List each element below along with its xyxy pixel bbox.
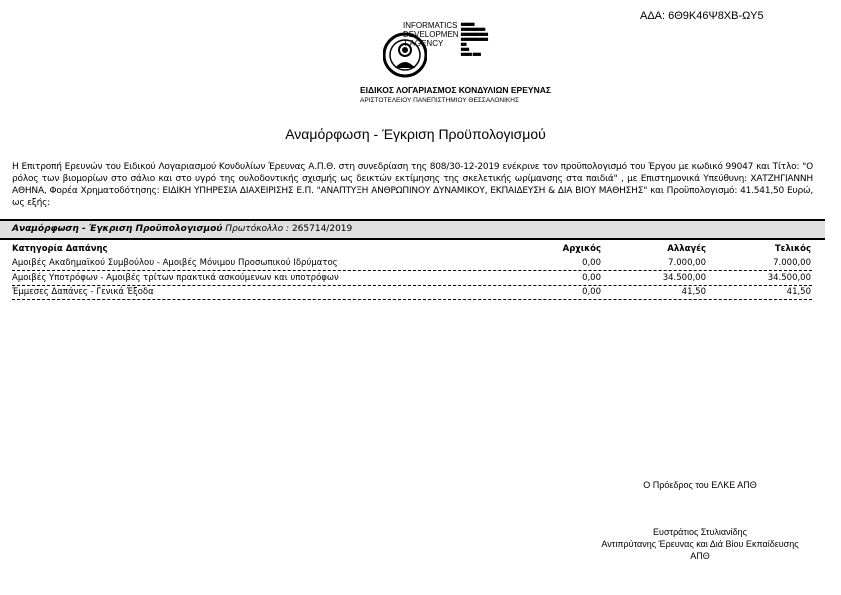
digital-signature-stamp: ▆▆▆▆▆ ▆▆▆▆▆▆▆▆▆ ▆▆▆▆▆▆▆▆▆▆ ▆▆▆▆▆▆▆▆▆▆ ▆▆ ▆▆▆ ▆… [461, 22, 488, 56]
cell-changes: 7.000,00 [668, 258, 706, 268]
decision-paragraph: Η Επιτροπή Ερευνών του Ειδικού Λογαριασμ… [12, 162, 813, 208]
cell-changes: 41,50 [681, 287, 706, 297]
cell-initial: 0,00 [582, 258, 601, 268]
signature-block: Ευστράτιος Στυλιανίδης Αντιπρύτανης Έρευ… [560, 526, 840, 562]
stamp-line: DEVELOPMEN [403, 30, 459, 39]
cell-category: Έμμεσες Δαπάνες - Γενικά Έξοδα [12, 287, 154, 297]
signatory-institution: ΑΠΘ [690, 551, 710, 561]
header-changes: Αλλαγές [667, 244, 706, 254]
table-row: Αμοιβές Υποτρόφων - Αμοιβές τρίτων πρακτ… [12, 272, 812, 286]
cell-final: 34.500,00 [767, 273, 811, 283]
signatory-position: Αντιπρύτανης Έρευνας και Διά Βίου Εκπαίδ… [601, 539, 799, 549]
protocol-label: Πρωτόκολλο : [225, 224, 290, 234]
protocol-value: 265714/2019 [291, 224, 353, 234]
informatics-stamp-text: INFORMATICS DEVELOPMEN T AGENCY [403, 21, 459, 48]
header-initial: Αρχικός [562, 244, 601, 254]
page-title: Αναμόρφωση - Έγκριση Προϋπολογισμού [285, 126, 546, 142]
cell-category: Αμοιβές Ακαδημαϊκού Συμβούλου - Αμοιβές … [12, 258, 338, 268]
signature-role: Ο Πρόεδρος του ΕΛΚΕ ΑΠΘ [643, 480, 757, 490]
university-seal-logo [383, 32, 427, 78]
table-row: Έμμεσες Δαπάνες - Γενικά Έξοδα 0,00 41,5… [12, 286, 812, 300]
university-name: ΑΡΙΣΤΟΤΕΛΕΙΟΥ ΠΑΝΕΠΙΣΤΗΜΙΟΥ ΘΕΣΣΑΛΟΝΙΚΗΣ [360, 97, 519, 104]
signatory-name: Ευστράτιος Στυλιανίδης [653, 527, 747, 537]
cell-final: 41,50 [786, 287, 811, 297]
cell-changes: 34.500,00 [662, 273, 706, 283]
cell-category: Αμοιβές Υποτρόφων - Αμοιβές τρίτων πρακτ… [12, 273, 339, 283]
organization-name: ΕΙΔΙΚΟΣ ΛΟΓΑΡΙΑΣΜΟΣ ΚΟΝΔΥΛΙΩΝ ΕΡΕΥΝΑΣ [360, 85, 551, 95]
table-header: Κατηγορία Δαπάνης Αρχικός Αλλαγές Τελικό… [12, 243, 812, 256]
cell-initial: 0,00 [582, 273, 601, 283]
header-category: Κατηγορία Δαπάνης [12, 244, 108, 254]
cell-final: 7.000,00 [773, 258, 811, 268]
section-header: Αναμόρφωση - Έγκριση Προϋπολογισμού Πρωτ… [0, 219, 825, 240]
stamp-line: T AGENCY [403, 39, 444, 48]
table-row: Αμοιβές Ακαδημαϊκού Συμβούλου - Αμοιβές … [12, 257, 812, 271]
ada-code: ΑΔΑ: 6Θ9Κ46Ψ8ΧΒ-ΩΥ5 [640, 10, 764, 22]
header-final: Τελικός [774, 244, 811, 254]
section-label: Αναμόρφωση - Έγκριση Προϋπολογισμού [12, 224, 223, 234]
stamp-line: INFORMATICS [403, 21, 458, 30]
cell-initial: 0,00 [582, 287, 601, 297]
